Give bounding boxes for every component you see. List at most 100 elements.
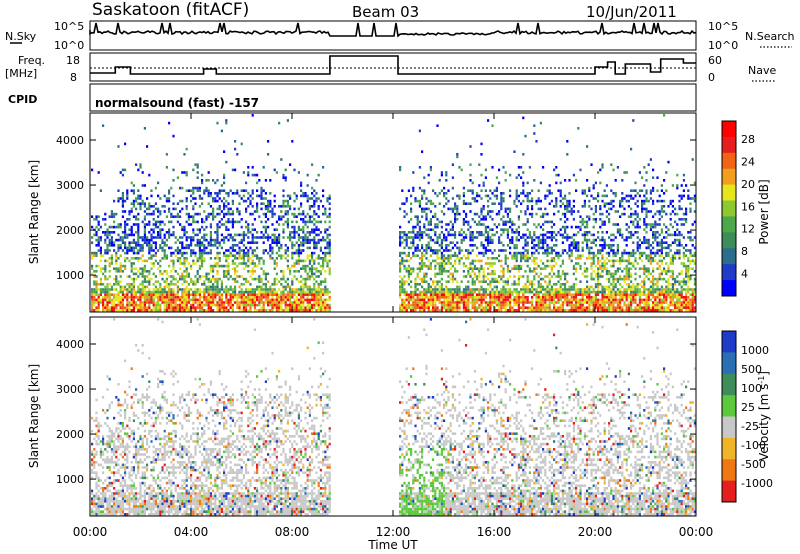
- heatmap-cell: [146, 223, 149, 226]
- heatmap-cell: [440, 251, 443, 255]
- heatmap-cell: [121, 197, 124, 200]
- heatmap-cell: [135, 215, 138, 218]
- heatmap-cell: [190, 236, 193, 239]
- heatmap-cell: [108, 241, 111, 244]
- heatmap-cell: [456, 194, 459, 198]
- heatmap-cell: [130, 246, 133, 250]
- heatmap-cell: [462, 309, 465, 312]
- heatmap-cell: [104, 290, 107, 294]
- heatmap-cell: [597, 298, 600, 302]
- heatmap-cell: [511, 306, 514, 309]
- heatmap-cell: [443, 194, 446, 198]
- heatmap-cell: [407, 236, 410, 239]
- heatmap-cell: [489, 298, 492, 302]
- heatmap-cell: [291, 288, 294, 291]
- heatmap-cell: [146, 306, 149, 309]
- nsky-label: N.Sky: [5, 30, 37, 43]
- heatmap-cell: [542, 251, 545, 255]
- heatmap-cell: [328, 225, 331, 229]
- heatmap-cell: [289, 163, 292, 166]
- heatmap-cell: [418, 283, 421, 286]
- heatmap-cell: [603, 194, 606, 198]
- heatmap-cell: [403, 306, 406, 309]
- heatmap-cell: [407, 306, 410, 309]
- heatmap-cell: [198, 301, 201, 304]
- heatmap-cell: [612, 301, 615, 304]
- heatmap-cell: [163, 309, 166, 312]
- heatmap-cell: [436, 288, 439, 291]
- heatmap-cell: [399, 309, 402, 312]
- heatmap-cell: [436, 293, 439, 296]
- heatmap-cell: [533, 257, 536, 260]
- heatmap-cell: [181, 283, 184, 286]
- heatmap-cell: [436, 280, 439, 283]
- heatmap-cell: [170, 246, 173, 250]
- heatmap-cell: [566, 153, 569, 156]
- heatmap-cell: [438, 285, 441, 289]
- heatmap-cell: [225, 290, 228, 294]
- heatmap-cell: [225, 121, 228, 125]
- heatmap-cell: [546, 212, 549, 216]
- heatmap-cell: [267, 140, 270, 143]
- heatmap-cell: [159, 264, 162, 268]
- heatmap-cell: [421, 236, 424, 239]
- heatmap-cell: [500, 288, 503, 291]
- heatmap-cell: [467, 290, 470, 294]
- heatmap-cell: [553, 306, 556, 309]
- heatmap-cell: [553, 236, 556, 239]
- heatmap-cell: [170, 233, 173, 237]
- heatmap-cell: [181, 309, 184, 312]
- heatmap-cell: [559, 275, 562, 278]
- heatmap-cell: [614, 179, 617, 182]
- heatmap-cell: [209, 205, 212, 208]
- heatmap-cell: [93, 251, 96, 255]
- heatmap-cell: [311, 288, 314, 291]
- heatmap-cell: [176, 259, 179, 263]
- heatmap-cell: [295, 296, 298, 299]
- heatmap-cell: [535, 257, 538, 260]
- heatmap-cell: [619, 293, 622, 296]
- heatmap-cell: [467, 285, 470, 289]
- heatmap-cell: [317, 197, 320, 200]
- heatmap-cell: [599, 249, 602, 252]
- heatmap-cell: [456, 212, 459, 216]
- heatmap-cell: [432, 189, 435, 192]
- heatmap-cell: [570, 241, 573, 244]
- heatmap-cell: [187, 189, 190, 192]
- heatmap-cell: [264, 212, 267, 216]
- heatmap-cell: [143, 184, 146, 187]
- heatmap-cell: [234, 296, 237, 299]
- heatmap-cell: [526, 207, 529, 211]
- heatmap-cell: [207, 212, 210, 216]
- heatmap-cell: [487, 233, 490, 237]
- heatmap-cell: [533, 309, 536, 312]
- heatmap-cell: [110, 238, 113, 242]
- heatmap-cell: [225, 301, 228, 304]
- heatmap-cell: [515, 176, 518, 179]
- heatmap-cell: [256, 277, 259, 281]
- heatmap-cell: [570, 207, 573, 211]
- heatmap-cell: [443, 186, 446, 190]
- heatmap-cell: [282, 228, 285, 231]
- heatmap-cell: [445, 192, 448, 195]
- heatmap-cell: [465, 202, 468, 205]
- heatmap-cell: [491, 272, 494, 276]
- heatmap-cell: [458, 249, 461, 252]
- heatmap-cell: [542, 228, 545, 231]
- heatmap-cell: [124, 296, 127, 299]
- heatmap-cell: [467, 251, 470, 255]
- heatmap-cell: [176, 298, 179, 302]
- heatmap-cell: [491, 210, 494, 213]
- heatmap-cell: [234, 238, 237, 242]
- heatmap-cell: [531, 238, 534, 242]
- heatmap-cell: [205, 298, 208, 302]
- heatmap-cell: [546, 288, 549, 291]
- heatmap-cell: [531, 246, 534, 250]
- heatmap-cell: [524, 223, 527, 226]
- heatmap-cell: [198, 205, 201, 208]
- heatmap-cell: [201, 309, 204, 312]
- heatmap-cell: [416, 231, 419, 234]
- heatmap-cell: [401, 290, 404, 294]
- heatmap-cell: [247, 236, 250, 239]
- heatmap-cell: [515, 197, 518, 200]
